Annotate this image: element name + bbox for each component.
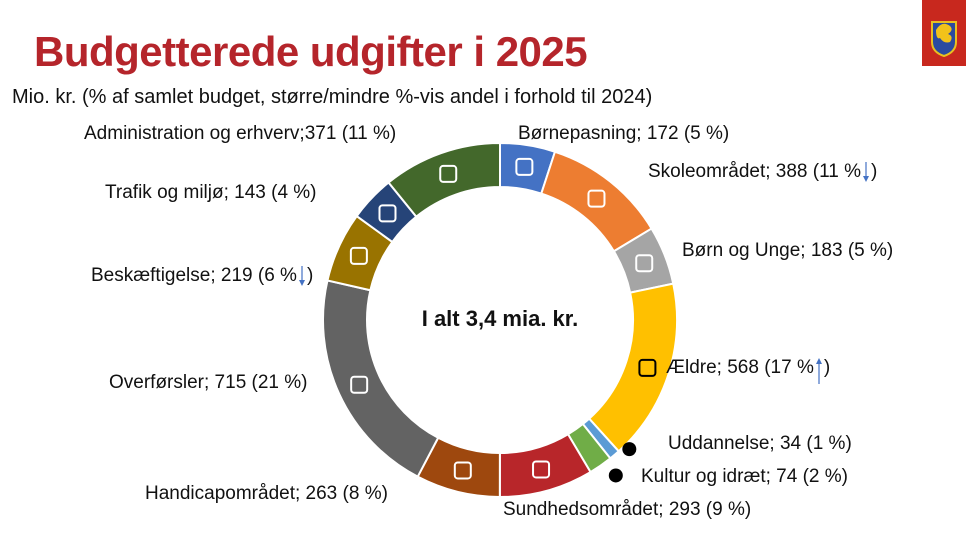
donut-slice-administration-og-erhverv: [387, 141, 501, 219]
label-handicapomraadet: Handicapområdet; 263 (8 %): [145, 483, 388, 504]
coins-icon: [350, 375, 369, 394]
donut-slice-skoleområdet: [540, 150, 653, 253]
medical-cross-icon: [532, 460, 551, 479]
crawling-baby-icon: [515, 157, 534, 176]
label-beskaeftigelse: Beskæftigelse; 219 (6 %): [91, 265, 314, 286]
graduation-cap-icon: [622, 442, 637, 457]
label-aeldre: Ældre; 568 (17 %): [666, 357, 831, 384]
children-group-icon: [635, 254, 654, 273]
teacher-classroom-icon: [587, 189, 606, 208]
label-kultur-og-idraet: Kultur og idræt; 74 (2 %): [641, 466, 848, 487]
label-administration: Administration og erhverv;371 (11 %): [84, 123, 397, 144]
label-trafik-og-miljo: Trafik og miljø; 143 (4 %): [105, 182, 317, 203]
wheelchair-icon: [453, 461, 472, 480]
arrow-down-icon: [297, 265, 307, 286]
car-icon: [378, 204, 397, 223]
label-skoleomraadet: Skoleområdet; 388 (11 %): [648, 161, 878, 182]
label-bornepasning: Børnepasning; 172 (5 %): [518, 123, 730, 144]
label-uddannelse: Uddannelse; 34 (1 %): [668, 433, 852, 454]
elderly-person-icon: [638, 358, 657, 377]
arrow-down-icon: [861, 161, 871, 182]
label-born-og-unge: Børn og Unge; 183 (5 %): [682, 240, 894, 261]
theater-masks-icon: [608, 468, 623, 483]
page-title: Budgetterede udgifter i 2025: [34, 28, 588, 75]
clipboard-icon: [439, 164, 458, 183]
subtitle: Mio. kr. (% af samlet budget, større/min…: [12, 86, 653, 108]
municipality-logo: [922, 0, 966, 66]
briefcase-icon: [349, 246, 368, 265]
label-overforsler: Overførsler; 715 (21 %): [109, 372, 308, 393]
center-total-label: I alt 3,4 mia. kr.: [421, 306, 579, 331]
label-sundhedsomraadet: Sundhedsområdet; 293 (9 %): [503, 499, 752, 520]
arrow-up-icon: [814, 357, 824, 384]
